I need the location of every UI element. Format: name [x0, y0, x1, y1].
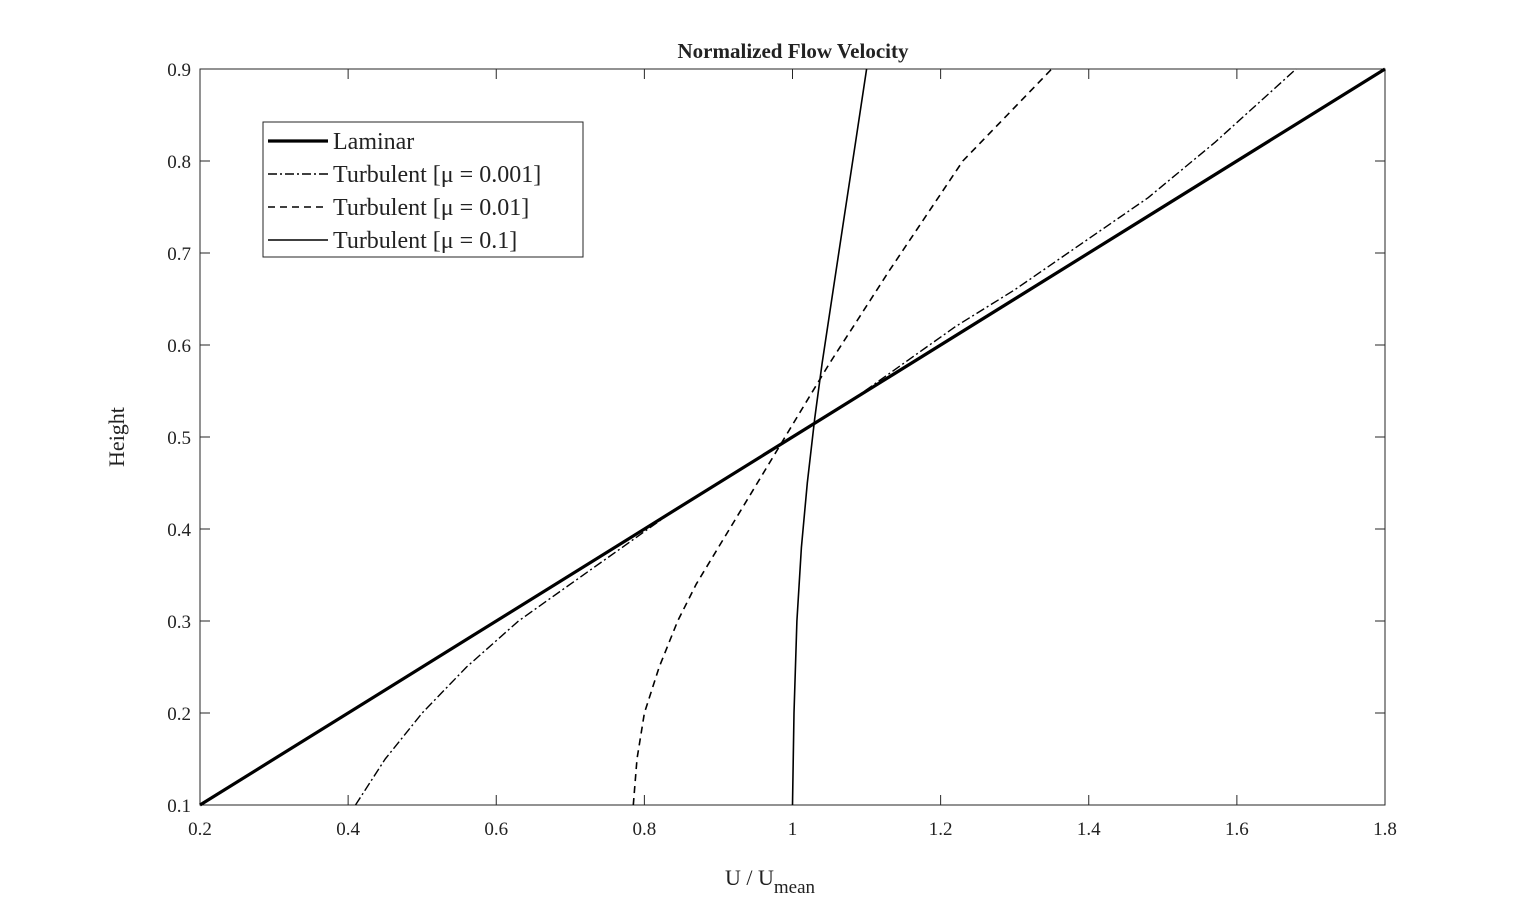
- y-tick-label: 0.2: [167, 704, 191, 725]
- y-axis-title: Height: [104, 407, 129, 467]
- y-tick-label: 0.4: [167, 520, 191, 541]
- y-tick-label: 0.6: [167, 336, 191, 357]
- x-tick-label: 0.8: [633, 819, 657, 840]
- series-line-2: [354, 68, 1297, 806]
- x-axis-ticks: 0.2 0.4 0.6 0.8 1 1.2 1.4 1.6 1.8: [188, 69, 1397, 840]
- y-tick-label: 0.9: [167, 60, 191, 81]
- legend-box: [262, 121, 584, 258]
- x-tick-label: 1.8: [1373, 819, 1397, 840]
- series-line-4: [791, 68, 868, 806]
- y-axis-ticks: 0.1 0.2 0.3 0.4 0.5 0.6 0.7 0.8 0.9: [167, 60, 1385, 817]
- y-tick-label: 0.5: [167, 428, 191, 449]
- legend-label: Turbulent [μ = 0.001]: [333, 162, 541, 188]
- x-tick-label: 0.6: [484, 819, 508, 840]
- legend-label: Laminar: [333, 129, 414, 155]
- x-tick-label: 0.2: [188, 819, 212, 840]
- series-line-3: [632, 68, 1053, 806]
- legend-label: Turbulent [μ = 0.01]: [333, 195, 529, 221]
- x-tick-label: 0.4: [336, 819, 360, 840]
- x-axis-title-subscript: mean: [774, 877, 816, 898]
- x-axis-title: U / Umean: [725, 865, 816, 898]
- legend-label: Turbulent [μ = 0.1]: [333, 228, 517, 254]
- x-tick-label: 1.2: [929, 819, 953, 840]
- chart-title: Normalized Flow Velocity: [678, 39, 909, 63]
- x-tick-label: 1.6: [1225, 819, 1249, 840]
- series-layer: [199, 67, 1386, 807]
- series-line-1: [199, 67, 1386, 807]
- x-tick-label: 1.4: [1077, 819, 1101, 840]
- y-tick-label: 0.7: [167, 244, 191, 265]
- x-tick-label: 1: [788, 819, 798, 840]
- x-axis-title-main: U / U: [725, 865, 774, 890]
- y-tick-label: 0.1: [167, 796, 191, 817]
- legend: Laminar Turbulent [μ = 0.001] Turbulent [μ…: [262, 121, 584, 258]
- y-tick-label: 0.8: [167, 152, 191, 173]
- y-tick-label: 0.3: [167, 612, 191, 633]
